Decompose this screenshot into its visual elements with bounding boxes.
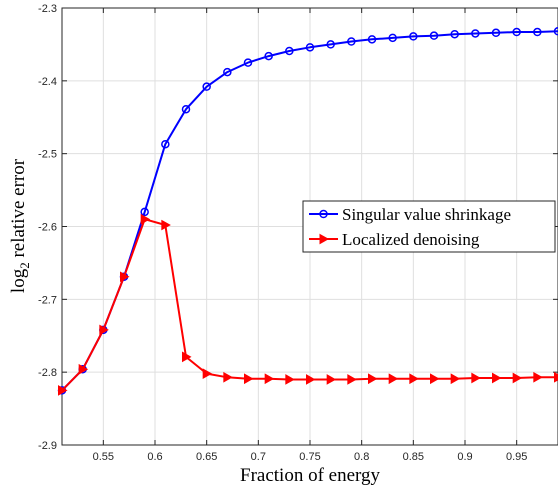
data-series xyxy=(57,27,558,396)
x-tick-label: 0.6 xyxy=(147,451,162,463)
data-point xyxy=(554,371,558,383)
data-point xyxy=(161,139,170,149)
data-point xyxy=(78,363,89,375)
axis-ticks: 0.55 0.6 0.65 0.7 0.75 0.8 0.85 0.9 0.95 -2.9 -2.8… xyxy=(38,3,558,463)
data-point xyxy=(553,27,558,36)
data-point xyxy=(161,219,171,231)
y-tick-label: -2.9 xyxy=(38,440,57,452)
data-point xyxy=(244,373,254,385)
data-point xyxy=(243,58,253,67)
data-point xyxy=(533,27,542,37)
y-tick-label: -2.3 xyxy=(38,3,57,15)
legend-marker-singular-value-shrinkage xyxy=(319,209,328,219)
legend-label-singular-value-shrinkage: Singular value shrinkage xyxy=(342,205,511,224)
data-point xyxy=(450,29,459,39)
data-point xyxy=(326,40,335,49)
data-point xyxy=(533,371,543,383)
data-point xyxy=(264,373,275,385)
data-point xyxy=(140,213,151,225)
data-point xyxy=(429,31,439,40)
data-point xyxy=(388,373,399,385)
data-point xyxy=(99,324,109,336)
data-point xyxy=(347,374,357,385)
y-axis-label-subscript: 2 xyxy=(17,262,32,269)
data-point xyxy=(326,374,337,385)
data-point xyxy=(491,28,501,38)
data-point xyxy=(450,373,461,385)
x-tick-label: 0.9 xyxy=(457,451,472,463)
data-point xyxy=(430,373,440,385)
data-point xyxy=(347,37,356,46)
data-point xyxy=(512,27,521,37)
legend: Singular value shrinkage Localized denoi… xyxy=(302,200,556,253)
data-point xyxy=(202,82,211,91)
data-point xyxy=(58,385,68,396)
data-point xyxy=(471,372,481,384)
data-point xyxy=(368,373,378,385)
data-point xyxy=(492,372,502,384)
data-point xyxy=(202,368,213,379)
data-point xyxy=(388,33,397,43)
x-tick-label: 0.95 xyxy=(506,451,527,463)
y-axis-label-rest: relative error xyxy=(8,158,29,262)
x-tick-label: 0.85 xyxy=(403,451,424,463)
legend-box xyxy=(302,200,556,253)
series-line xyxy=(61,30,558,392)
y-tick-label: -2.6 xyxy=(38,222,57,234)
legend-label-localized-denoising: Localized denoising xyxy=(342,230,480,249)
x-tick-label: 0.75 xyxy=(299,451,320,463)
y-axis-label-main: log xyxy=(8,268,29,293)
data-point xyxy=(409,32,418,41)
data-point xyxy=(223,371,233,383)
data-point xyxy=(471,29,480,38)
data-point xyxy=(306,374,316,385)
legend-marker-localized-denoising xyxy=(319,233,330,245)
data-point xyxy=(181,104,191,114)
data-point xyxy=(264,51,273,61)
data-point xyxy=(367,35,377,44)
data-point xyxy=(223,67,232,77)
data-point xyxy=(182,351,192,363)
y-axis-label: log2 relative error xyxy=(8,158,32,293)
series-1 xyxy=(58,213,558,396)
data-point xyxy=(285,46,294,56)
data-point xyxy=(140,207,149,217)
x-axis-label: Fraction of energy xyxy=(240,465,380,486)
y-tick-label: -2.7 xyxy=(38,294,57,306)
y-tick-label: -2.8 xyxy=(38,367,57,379)
x-tick-label: 0.8 xyxy=(354,451,369,463)
y-tick-label: -2.4 xyxy=(38,76,57,88)
data-point xyxy=(305,43,315,52)
data-point xyxy=(285,374,295,385)
data-point xyxy=(512,372,523,384)
x-tick-label: 0.65 xyxy=(196,451,217,463)
y-tick-label: -2.5 xyxy=(38,149,57,161)
x-tick-label: 0.55 xyxy=(93,451,114,463)
data-point xyxy=(409,373,419,385)
data-point xyxy=(120,271,130,283)
x-tick-label: 0.7 xyxy=(251,451,266,463)
